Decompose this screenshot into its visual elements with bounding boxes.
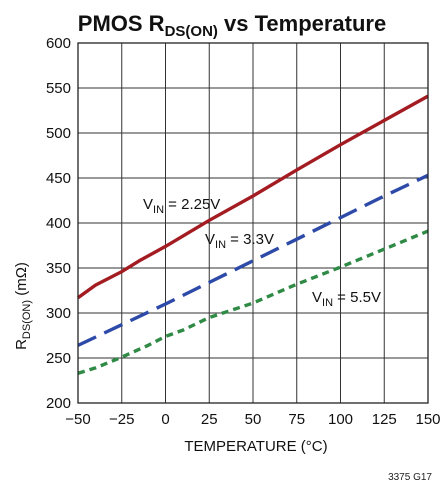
y-tick-label: 250 <box>46 350 71 367</box>
y-tick-label: 200 <box>46 395 71 412</box>
y-axis-label: RDS(ON) (mΩ) <box>13 262 33 350</box>
x-tick-label: 25 <box>201 411 218 428</box>
series-line-2 <box>77 229 429 375</box>
x-tick-label: 125 <box>372 411 397 428</box>
grid <box>78 43 428 403</box>
plot-frame <box>77 42 429 404</box>
figure-id: 3375 G17 <box>388 472 432 483</box>
series-label-vin-2-25: VIN = 2.25V <box>143 196 220 216</box>
series-label-vin-5-5: VIN = 5.5V <box>312 289 381 309</box>
series-line-1 <box>77 173 429 347</box>
y-tick-label: 550 <box>46 80 71 97</box>
y-tick-label: 500 <box>46 125 71 142</box>
x-tick-label: 150 <box>415 411 440 428</box>
series-line-0 <box>77 94 429 300</box>
y-tick-label: 350 <box>46 260 71 277</box>
series-lines <box>77 94 429 375</box>
y-tick-label: 450 <box>46 170 71 187</box>
y-tick-label: 300 <box>46 305 71 322</box>
x-tick-label: 75 <box>288 411 305 428</box>
x-axis-label: TEMPERATURE (°C) <box>184 438 327 455</box>
chart-title: PMOS RDS(ON) vs Temperature <box>78 11 386 40</box>
x-tick-label: 100 <box>328 411 353 428</box>
x-tick-labels: −50 −25 0 25 50 75 100 125 150 <box>65 411 440 428</box>
y-tick-label: 600 <box>46 35 71 52</box>
x-tick-label: 50 <box>245 411 262 428</box>
x-tick-label: −25 <box>109 411 134 428</box>
series-label-vin-3-3: VIN = 3.3V <box>205 231 274 251</box>
y-tick-labels: 200 250 300 350 400 450 500 550 600 <box>46 35 71 412</box>
x-tick-label: 0 <box>161 411 169 428</box>
y-tick-label: 400 <box>46 215 71 232</box>
x-tick-label: −50 <box>65 411 90 428</box>
